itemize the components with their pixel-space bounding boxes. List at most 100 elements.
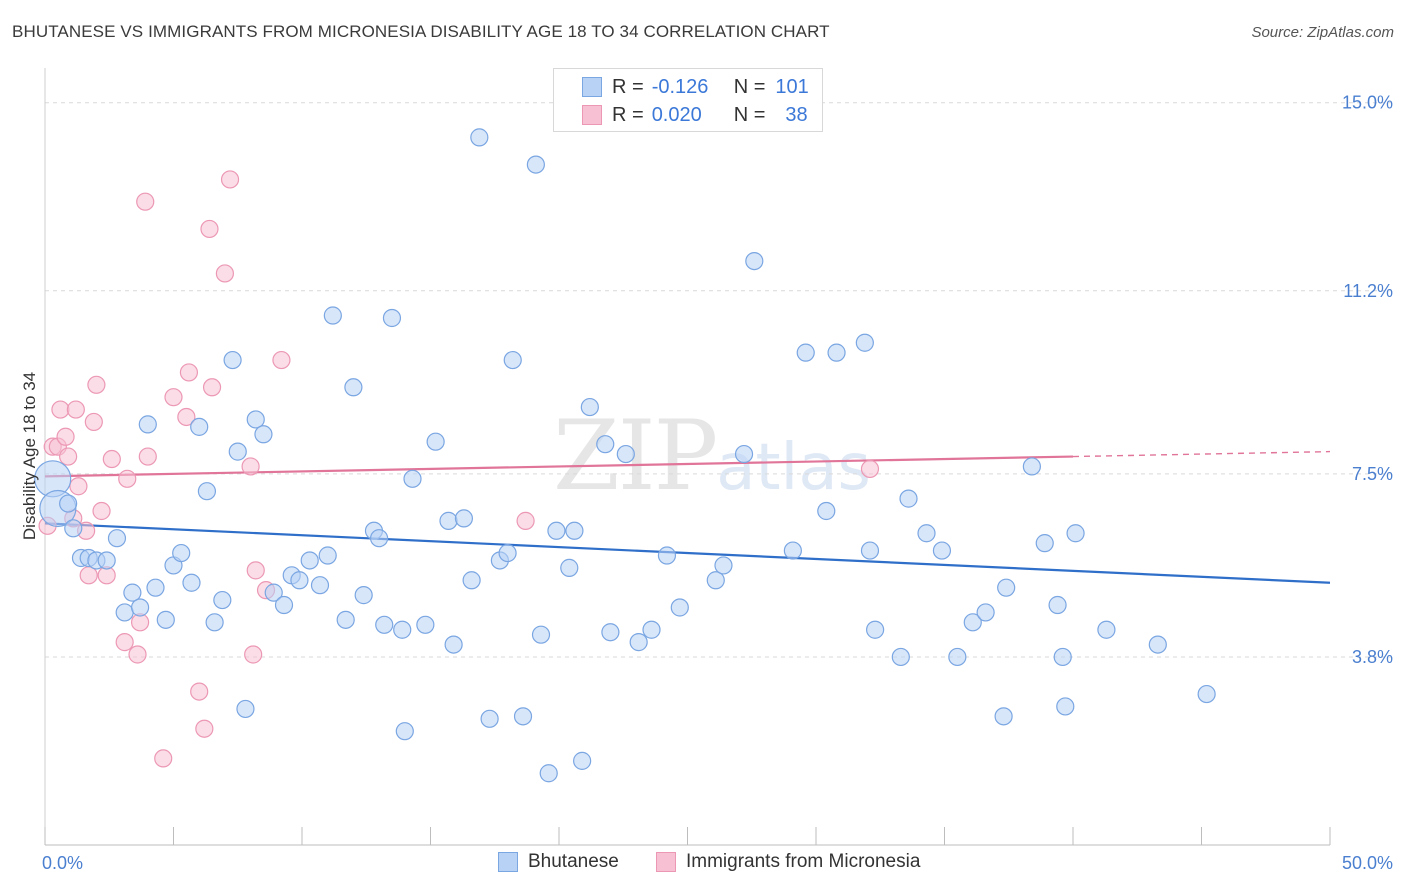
data-point-bhutanese bbox=[596, 435, 615, 454]
data-point-micronesia bbox=[118, 469, 137, 488]
data-point-bhutanese bbox=[462, 571, 481, 590]
data-point-bhutanese bbox=[264, 583, 283, 602]
data-point-bhutanese bbox=[426, 432, 445, 451]
data-point-micronesia bbox=[220, 170, 240, 189]
data-point-micronesia bbox=[244, 645, 263, 664]
data-point-bhutanese bbox=[539, 764, 558, 783]
data-point-bhutanese bbox=[866, 620, 885, 639]
trend-lines bbox=[44, 450, 1331, 584]
data-point-bhutanese bbox=[531, 625, 551, 644]
legend-r-label: R = bbox=[612, 75, 644, 98]
data-point-bhutanese bbox=[444, 635, 463, 654]
data-point-micronesia bbox=[272, 350, 291, 370]
data-point-bhutanese bbox=[917, 524, 936, 543]
data-point-bhutanese bbox=[480, 709, 499, 728]
data-point-bhutanese bbox=[997, 578, 1016, 597]
data-point-micronesia bbox=[51, 400, 70, 419]
data-point-micronesia bbox=[241, 457, 260, 476]
data-point-bhutanese bbox=[416, 615, 435, 634]
legend-item-micronesia: Immigrants from Micronesia bbox=[656, 851, 920, 873]
data-point-micronesia bbox=[59, 447, 78, 466]
data-point-bhutanese bbox=[745, 251, 764, 271]
data-point-bhutanese bbox=[146, 578, 165, 597]
data-point-bhutanese bbox=[223, 350, 242, 370]
axes bbox=[44, 68, 1331, 846]
data-point-bhutanese bbox=[97, 551, 116, 570]
y-tick-label: 7.5% bbox=[1352, 464, 1393, 484]
data-point-bhutanese bbox=[526, 155, 545, 174]
data-point-bhutanese bbox=[228, 442, 247, 461]
trend-line-micronesia bbox=[44, 455, 1074, 478]
data-point-micronesia bbox=[200, 219, 219, 239]
data-point-bhutanese bbox=[236, 699, 255, 719]
data-point-micronesia bbox=[860, 459, 880, 479]
legend-row-bhutanese: R = -0.126 N = 101 bbox=[582, 74, 809, 100]
data-point-bhutanese bbox=[1148, 635, 1167, 654]
watermark-zip: ZIP bbox=[553, 400, 718, 512]
data-point-micronesia bbox=[66, 400, 85, 419]
data-point-bhutanese bbox=[891, 647, 910, 667]
data-point-bhutanese bbox=[1066, 524, 1085, 543]
y-axis-title: Disability Age 18 to 34 bbox=[20, 372, 39, 540]
data-point-bhutanese bbox=[513, 707, 533, 726]
legend-r-value: -0.126 bbox=[651, 75, 709, 98]
data-point-bhutanese bbox=[138, 415, 157, 434]
data-point-micronesia bbox=[177, 407, 196, 427]
data-point-bhutanese bbox=[899, 489, 918, 508]
trend-line-bhutanese bbox=[44, 522, 1331, 584]
data-point-bhutanese bbox=[796, 343, 815, 362]
data-point-bhutanese bbox=[1056, 697, 1075, 716]
legend-n-value: 101 bbox=[775, 75, 809, 98]
data-point-bhutanese bbox=[454, 509, 474, 528]
data-point-bhutanese bbox=[375, 615, 394, 634]
data-point-micronesia bbox=[138, 447, 157, 466]
legend-swatch-blue bbox=[498, 852, 518, 872]
data-point-micronesia bbox=[154, 749, 173, 768]
data-point-micronesia bbox=[136, 192, 155, 211]
data-point-bhutanese bbox=[439, 511, 458, 530]
legend-row-micronesia: R = 0.020 N = 38 bbox=[582, 102, 808, 128]
data-point-bhutanese bbox=[616, 444, 635, 464]
data-point-bhutanese bbox=[310, 576, 330, 595]
correlation-legend: R = -0.126 N = 101 R = 0.020 N = 38 bbox=[553, 68, 823, 132]
data-point-bhutanese bbox=[1197, 684, 1216, 704]
data-point-bhutanese bbox=[107, 529, 127, 548]
data-point-bhutanese bbox=[855, 333, 874, 352]
data-point-micronesia bbox=[92, 501, 111, 521]
data-point-bhutanese bbox=[336, 610, 355, 629]
data-point-bhutanese bbox=[395, 722, 414, 741]
data-point-bhutanese bbox=[274, 595, 294, 615]
data-point-bhutanese bbox=[601, 623, 620, 642]
data-point-bhutanese bbox=[1035, 534, 1054, 553]
tick-labels: 3.8% 7.5% 11.2% 15.0% 0.0% 50.0% Disability Ag… bbox=[20, 93, 1393, 873]
data-point-bhutanese bbox=[827, 343, 846, 362]
data-point-bhutanese bbox=[657, 546, 677, 565]
legend-item-bhutanese: Bhutanese bbox=[498, 851, 619, 873]
data-point-bhutanese bbox=[254, 425, 273, 444]
watermark: ZIPatlas bbox=[553, 400, 871, 512]
data-point-bhutanese bbox=[470, 128, 489, 147]
data-point-bhutanese bbox=[948, 647, 967, 667]
legend-swatch-blue bbox=[582, 77, 602, 97]
legend-n-label: N = bbox=[733, 103, 766, 126]
legend-r-label: R = bbox=[612, 103, 644, 126]
legend-n-label: N = bbox=[733, 75, 766, 98]
data-point-bhutanese bbox=[963, 613, 982, 632]
legend-label: Bhutanese bbox=[528, 851, 619, 872]
data-point-bhutanese bbox=[783, 541, 802, 560]
chart-title: BHUTANESE VS IMMIGRANTS FROM MICRONESIA … bbox=[12, 22, 830, 41]
data-point-bhutanese bbox=[817, 501, 836, 521]
data-point-bhutanese bbox=[382, 308, 402, 328]
data-point-bhutanese bbox=[130, 598, 150, 617]
data-point-micronesia bbox=[69, 477, 88, 496]
data-point-bhutanese bbox=[565, 521, 584, 540]
data-point-micronesia bbox=[56, 427, 75, 446]
data-point-bhutanese bbox=[976, 603, 995, 622]
data-point-bhutanese bbox=[860, 541, 880, 560]
x-tick-label: 50.0% bbox=[1342, 853, 1393, 873]
data-point-bhutanese bbox=[197, 482, 217, 501]
data-point-bhutanese bbox=[714, 556, 733, 575]
data-point-bhutanese bbox=[354, 586, 373, 605]
data-point-bhutanese bbox=[172, 543, 191, 563]
y-tick-label: 11.2% bbox=[1343, 281, 1393, 301]
